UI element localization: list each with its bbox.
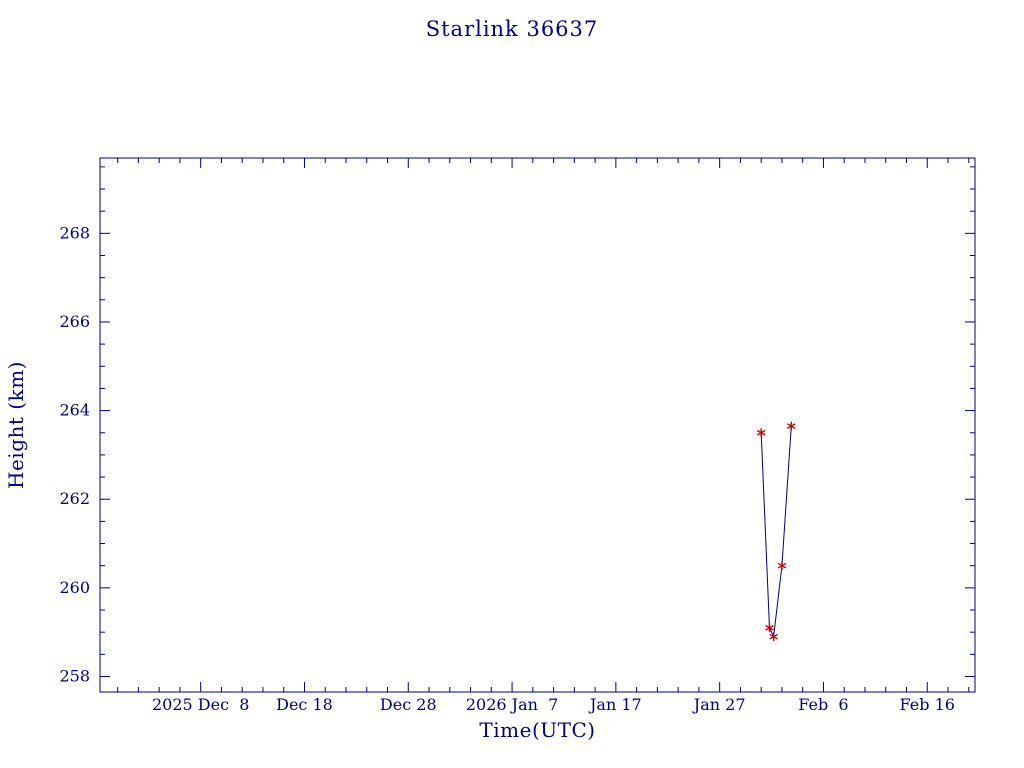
y-tick-label: 262 [59, 489, 90, 508]
y-tick-label: 258 [59, 666, 90, 685]
y-tick-label: 268 [59, 223, 90, 242]
y-tick-label: 260 [59, 578, 90, 597]
x-tick-label: Feb 16 [900, 695, 955, 714]
plot-frame [99, 157, 976, 693]
data-point-asterisk-icon [787, 423, 796, 429]
data-point-asterisk-icon [777, 562, 787, 569]
x-axis-label: Time(UTC) [479, 718, 596, 742]
y-tick-label: 264 [59, 401, 90, 420]
data-point-asterisk-icon [756, 429, 766, 436]
x-tick-label: Feb 6 [798, 695, 848, 714]
x-axis-ticks: 2025 Dec 8 Dec 18 Dec 28 2026 Jan 7 Jan 17 Ja… [117, 158, 970, 714]
y-axis-label: Height (km) [4, 361, 28, 489]
y-axis-ticks: 258 260 262 264 266 268 [59, 166, 975, 685]
x-tick-label: Dec 18 [276, 695, 333, 714]
x-tick-label: 2025 Dec 8 [152, 695, 249, 714]
chart-title: Starlink 36637 [425, 17, 599, 41]
x-tick-label: Jan 17 [588, 695, 642, 714]
y-tick-label: 266 [59, 312, 90, 331]
x-tick-label: Jan 27 [692, 695, 746, 714]
data-point-asterisk-icon [765, 624, 774, 631]
series-markers [756, 421, 796, 642]
data-point-asterisk-icon [769, 633, 778, 640]
x-tick-label: Dec 28 [380, 695, 437, 714]
series-line [760, 426, 792, 639]
x-tick-label: 2026 Jan 7 [466, 695, 558, 714]
